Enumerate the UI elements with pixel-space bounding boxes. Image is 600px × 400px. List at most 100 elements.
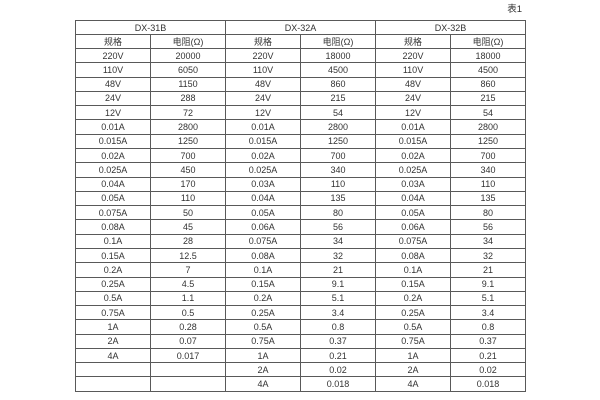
table-cell: 2800 bbox=[300, 119, 377, 135]
table-cell: 0.25A bbox=[75, 276, 151, 292]
table-cell: 110V bbox=[225, 62, 302, 78]
table-row: 2A 0.07 0.75A 0.37 0.75A 0.37 bbox=[75, 333, 527, 349]
table-cell: 0.02A bbox=[375, 147, 452, 164]
table-cell: 54 bbox=[300, 105, 377, 121]
table-cell: 1150 bbox=[149, 76, 227, 92]
table-cell: 110V bbox=[75, 62, 151, 78]
table-row: 0.02A 700 0.02A 700 0.02A 700 bbox=[75, 147, 527, 164]
table-cell: 0.25A bbox=[375, 305, 452, 321]
table-cell: 0.5A bbox=[375, 319, 452, 335]
table-cell: 18000 bbox=[300, 47, 377, 64]
table-cell: 0.06A bbox=[375, 219, 452, 235]
table-cell: 0.28 bbox=[149, 319, 227, 335]
table-row: 0.1A 28 0.075A 34 0.075A 34 bbox=[75, 233, 527, 249]
table-cell: 2A bbox=[375, 362, 452, 378]
table-cell bbox=[149, 362, 227, 378]
table-cell: 0.1A bbox=[75, 233, 151, 249]
table-body: 220V 20000 220V 18000 220V 18000 110V 6050 110V 4… bbox=[75, 47, 527, 392]
table-cell: 0.05A bbox=[225, 205, 302, 221]
table-cell: 0.04A bbox=[375, 190, 452, 207]
table-cell: 0.01A bbox=[75, 119, 151, 135]
table-cell: 0.04A bbox=[225, 190, 302, 207]
table-cell: 2A bbox=[225, 362, 302, 378]
table-cell: 3.4 bbox=[450, 305, 527, 321]
table-cell: 215 bbox=[450, 90, 527, 107]
table-cell: 0.01A bbox=[375, 119, 452, 135]
table-cell: 0.075A bbox=[75, 205, 151, 221]
table-cell: 12V bbox=[75, 105, 151, 121]
table-cell: 21 bbox=[300, 262, 377, 278]
table-row: 0.75A 0.5 0.25A 3.4 0.25A 3.4 bbox=[75, 305, 527, 321]
table-cell: 0.015A bbox=[225, 133, 302, 149]
table-cell: 220V bbox=[75, 47, 151, 64]
table-cell: 48V bbox=[225, 76, 302, 92]
table-cell: 340 bbox=[300, 162, 377, 178]
table-row: 1A 0.28 0.5A 0.8 0.5A 0.8 bbox=[75, 319, 527, 335]
table-cell: 0.018 bbox=[450, 376, 527, 392]
table-cell: 48V bbox=[75, 76, 151, 92]
table-cell: 0.03A bbox=[375, 176, 452, 192]
table-cell: 0.15A bbox=[75, 247, 151, 264]
table-cell: 1250 bbox=[450, 133, 527, 149]
table-cell: 110 bbox=[149, 190, 227, 207]
table-cell: 32 bbox=[300, 247, 377, 264]
table-row: 0.01A 2800 0.01A 2800 0.01A 2800 bbox=[75, 119, 527, 135]
table-cell: 0.25A bbox=[225, 305, 302, 321]
table-cell: 1A bbox=[225, 347, 302, 364]
table-cell: 0.02 bbox=[450, 362, 527, 378]
table-cell: 0.05A bbox=[75, 190, 151, 207]
table-cell: 2800 bbox=[149, 119, 227, 135]
table-row: 0.04A 170 0.03A 110 0.03A 110 bbox=[75, 176, 527, 192]
table-cell: 12V bbox=[375, 105, 452, 121]
table-cell: 700 bbox=[300, 147, 377, 164]
table-cell: 1A bbox=[75, 319, 151, 335]
column-header-resistance: 电阻(Ω) bbox=[300, 34, 377, 49]
table-cell: 3.4 bbox=[300, 305, 377, 321]
table-row: 0.015A 1250 0.015A 1250 0.015A 1250 bbox=[75, 133, 527, 149]
table-cell: 0.015A bbox=[75, 133, 151, 149]
table-cell: 0.75A bbox=[225, 333, 302, 349]
table-caption: 表1 bbox=[507, 4, 522, 15]
table-cell: 0.02A bbox=[225, 147, 302, 164]
table-cell: 0.06A bbox=[225, 219, 302, 235]
column-header-spec: 规格 bbox=[225, 34, 302, 49]
table-cell: 0.15A bbox=[375, 276, 452, 292]
table-cell bbox=[75, 376, 151, 392]
table-cell: 0.15A bbox=[225, 276, 302, 292]
table-cell: 135 bbox=[450, 190, 527, 207]
table-cell: 215 bbox=[300, 90, 377, 107]
table-cell: 0.02 bbox=[300, 362, 377, 378]
table-cell: 1250 bbox=[149, 133, 227, 149]
table-cell: 0.07 bbox=[149, 333, 227, 349]
table-cell: 0.017 bbox=[149, 347, 227, 364]
table-cell: 0.2A bbox=[75, 262, 151, 278]
table-cell: 34 bbox=[300, 233, 377, 249]
table-cell: 9.1 bbox=[450, 276, 527, 292]
resistance-spec-table: DX-31B DX-32A DX-32B 规格 电阻(Ω) 规格 电阻(Ω) 规… bbox=[74, 20, 527, 392]
table-cell: 18000 bbox=[450, 47, 527, 64]
table-cell: 34 bbox=[450, 233, 527, 249]
table-cell: 56 bbox=[450, 219, 527, 235]
table-header: DX-31B DX-32A DX-32B 规格 电阻(Ω) 规格 电阻(Ω) 规… bbox=[74, 20, 527, 49]
table-row: 4A 0.017 1A 0.21 1A 0.21 bbox=[75, 347, 527, 364]
table-cell: 0.015A bbox=[375, 133, 452, 149]
table-cell: 54 bbox=[450, 105, 527, 121]
table-cell: 1250 bbox=[300, 133, 377, 149]
table-cell: 0.025A bbox=[375, 162, 452, 178]
table-cell: 0.37 bbox=[300, 333, 377, 349]
table-cell: 4A bbox=[375, 376, 452, 392]
table-cell: 12V bbox=[225, 105, 302, 121]
table-cell: 4.5 bbox=[149, 276, 227, 292]
table-row: 0.2A 7 0.1A 21 0.1A 21 bbox=[75, 262, 527, 278]
table-cell: 24V bbox=[75, 90, 151, 107]
table-cell: 450 bbox=[149, 162, 227, 178]
table-cell: 0.01A bbox=[225, 119, 302, 135]
table-cell: 860 bbox=[300, 76, 377, 92]
table-cell: 4500 bbox=[450, 62, 527, 78]
table-cell: 110V bbox=[375, 62, 452, 78]
table-cell: 220V bbox=[375, 47, 452, 64]
table-row: 0.25A 4.5 0.15A 9.1 0.15A 9.1 bbox=[75, 276, 527, 292]
group-header-dx31b: DX-31B bbox=[74, 20, 227, 35]
table-cell: 5.1 bbox=[300, 290, 377, 307]
